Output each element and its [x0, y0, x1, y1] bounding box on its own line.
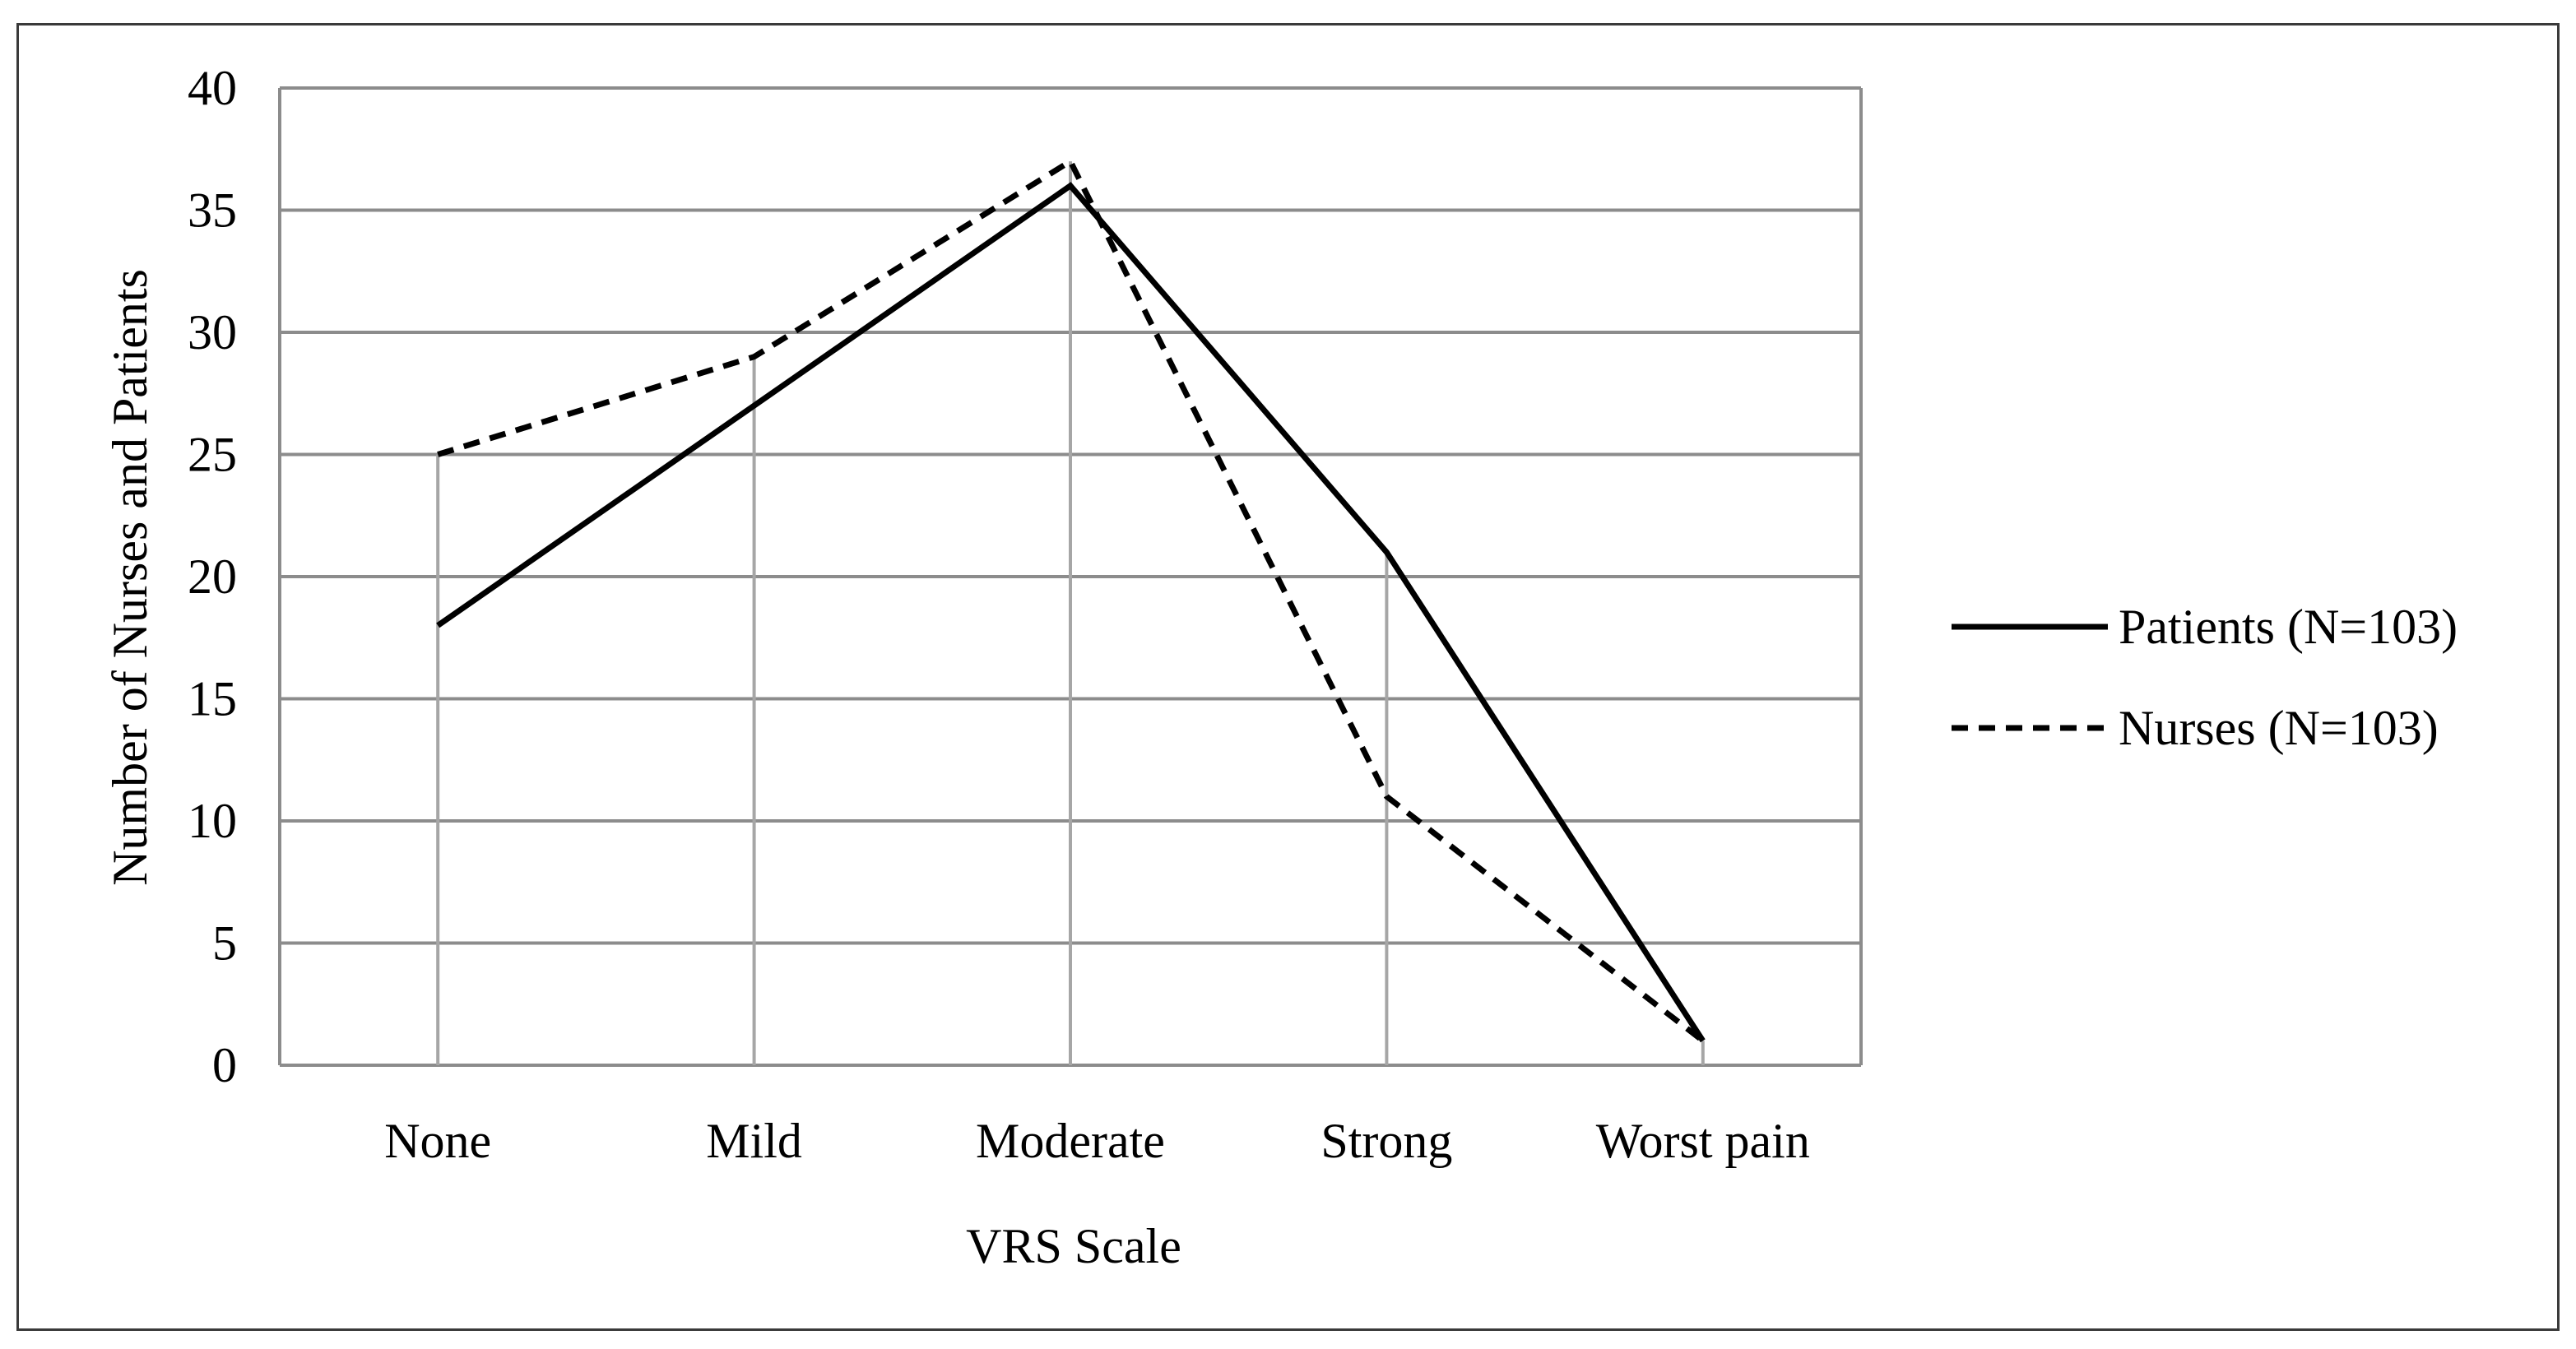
chart-frame	[16, 23, 2560, 1331]
x-tick-label-worst-pain: Worst pain	[1596, 1114, 1810, 1168]
series-layer	[436, 157, 1706, 1044]
x-tick-labels: None Mild Moderate Strong Worst pain	[384, 1114, 1810, 1168]
legend-label-nurses: Nurses (N=103)	[2119, 701, 2439, 755]
series-line-nurses	[437, 157, 1705, 1044]
y-tick-label-30: 30	[188, 305, 237, 359]
y-tick-label-35: 35	[188, 183, 237, 238]
x-tick-label-strong: Strong	[1320, 1114, 1452, 1168]
y-tick-labels: 0 5 10 15 20 25 30 35 40	[188, 61, 237, 1092]
x-tick-label-none: None	[384, 1114, 491, 1168]
y-tick-label-25: 25	[188, 428, 237, 482]
y-tick-label-5: 5	[212, 916, 237, 971]
series-line-patients	[436, 182, 1706, 1043]
y-tick-label-0: 0	[212, 1038, 237, 1092]
y-tick-label-20: 20	[188, 549, 237, 604]
x-tick-label-mild: Mild	[706, 1114, 802, 1168]
legend-label-patients: Patients (N=103)	[2119, 600, 2458, 654]
dropline-layer	[436, 161, 1705, 1065]
y-tick-label-40: 40	[188, 61, 237, 115]
x-tick-label-moderate: Moderate	[976, 1114, 1165, 1168]
x-axis-title: VRS Scale	[966, 1219, 1181, 1273]
y-tick-label-10: 10	[188, 794, 237, 848]
grid-layer	[278, 86, 1863, 1067]
y-tick-label-15: 15	[188, 672, 237, 726]
y-axis-title: Number of Nurses and Patients	[103, 269, 157, 886]
legend: Patients (N=103) Nurses (N=103)	[1952, 600, 2458, 755]
